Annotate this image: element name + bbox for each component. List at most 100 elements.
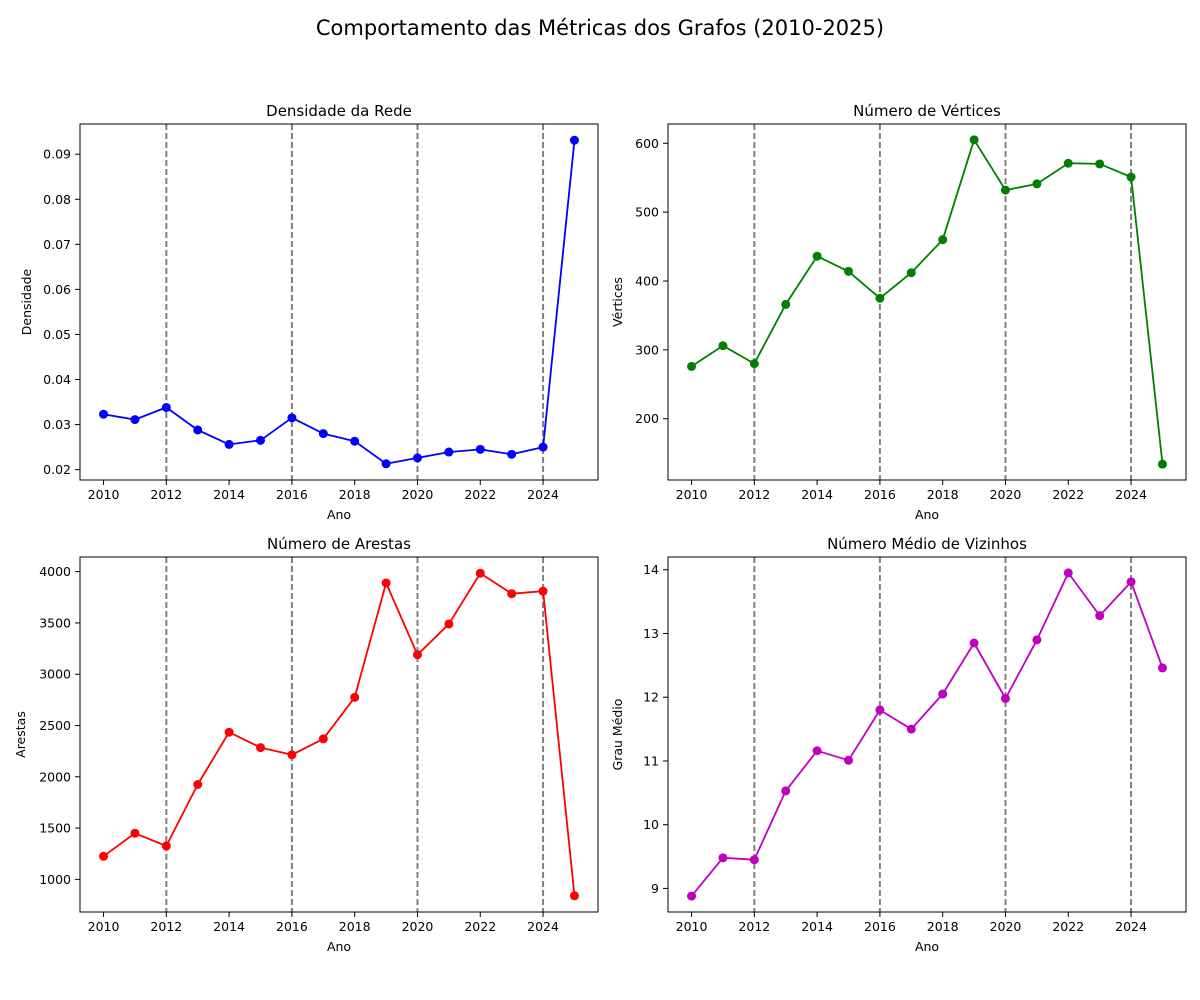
data-point (161, 841, 171, 851)
data-point (718, 341, 728, 351)
y-axis-label: Arestas (13, 711, 28, 758)
x-tick-label: 2012 (150, 919, 182, 934)
data-point (538, 586, 548, 596)
data-point (875, 293, 885, 303)
data-point (538, 442, 548, 452)
data-point (1000, 185, 1010, 195)
data-point (130, 828, 140, 838)
data-point (1095, 159, 1105, 169)
chart-panel-1: Densidade da Rede 2010 2012 2014 2016 2018 202… (19, 102, 599, 522)
data-point (381, 578, 391, 588)
series-line (690, 572, 1164, 897)
y-tick-label: 9 (651, 881, 659, 896)
data-point (412, 453, 422, 463)
y-tick-label: 3000 (39, 667, 71, 682)
data-point (475, 568, 485, 578)
x-tick-label: 2012 (738, 487, 770, 502)
series-line (102, 572, 576, 896)
x-tick-label: 2020 (990, 487, 1022, 502)
x-axis-label: Ano (915, 507, 939, 522)
data-point (1126, 577, 1136, 587)
x-tick-label: 2012 (150, 487, 182, 502)
y-tick-label: 2000 (39, 769, 71, 784)
x-tick-label: 2022 (1052, 919, 1084, 934)
y-tick-label: 0.09 (43, 147, 71, 162)
chart-panel-3: Número de Arestas 2010 2012 2014 2016 2018 202… (13, 535, 599, 954)
data-point (193, 425, 203, 435)
x-tick-label: 2016 (864, 487, 896, 502)
data-point (444, 619, 454, 629)
x-tick-label: 2016 (276, 919, 308, 934)
x-tick-label: 2024 (527, 487, 559, 502)
x-tick-label: 2016 (864, 919, 896, 934)
x-tick-label: 2010 (88, 487, 120, 502)
series-line (103, 140, 576, 465)
data-point (287, 413, 297, 423)
data-point (749, 855, 759, 865)
data-point (130, 415, 140, 425)
data-point (569, 891, 579, 901)
x-tick-label: 2014 (213, 487, 245, 502)
y-tick-label: 200 (635, 411, 659, 426)
x-tick-label: 2022 (464, 919, 496, 934)
data-point (781, 299, 791, 309)
data-point (1032, 635, 1042, 645)
data-point (969, 135, 979, 145)
x-tick-label: 2010 (676, 487, 708, 502)
data-point (938, 235, 948, 245)
y-axis-label: Vértices (610, 277, 625, 327)
data-point (99, 851, 109, 861)
data-point (1157, 663, 1167, 673)
y-axis-label: Densidade (19, 268, 34, 335)
x-tick-label: 2022 (1052, 487, 1084, 502)
y-tick-label: 500 (635, 205, 659, 220)
x-tick-label: 2024 (1115, 919, 1147, 934)
data-point (844, 755, 854, 765)
y-tick-label: 400 (635, 273, 659, 288)
y-tick-label: 2500 (39, 718, 71, 733)
y-axis-label: Grau Médio (610, 699, 625, 771)
y-tick-label: 600 (635, 136, 659, 151)
data-point (781, 786, 791, 796)
y-tick-label: 0.04 (43, 372, 71, 387)
panel-title: Número de Arestas (267, 535, 411, 553)
x-tick-label: 2024 (527, 919, 559, 934)
y-tick-label: 4000 (39, 564, 71, 579)
panel-title: Número Médio de Vizinhos (827, 535, 1027, 553)
x-tick-label: 2010 (88, 919, 120, 934)
data-point (906, 724, 916, 734)
y-tick-label: 0.06 (43, 282, 71, 297)
axes-frame (79, 123, 599, 481)
data-point (1063, 568, 1073, 578)
x-tick-label: 2014 (213, 919, 245, 934)
data-point (287, 750, 297, 760)
data-point (256, 743, 266, 753)
data-point (412, 650, 422, 660)
x-tick-label: 2012 (738, 919, 770, 934)
x-tick-label: 2010 (676, 919, 708, 934)
data-point (1095, 611, 1105, 621)
y-tick-label: 0.05 (43, 327, 71, 342)
figure-title: Comportamento das Métricas dos Grafos (2… (315, 16, 885, 40)
data-point (844, 266, 854, 276)
x-tick-label: 2020 (402, 487, 434, 502)
data-point (906, 268, 916, 278)
data-point (569, 135, 579, 145)
data-point (193, 780, 203, 790)
series-line (691, 138, 1164, 465)
data-point (475, 444, 485, 454)
x-tick-label: 2016 (276, 487, 308, 502)
y-tick-label: 1500 (39, 821, 71, 836)
data-point (1000, 693, 1010, 703)
data-point (224, 439, 234, 449)
axes-frame (79, 556, 599, 913)
x-tick-label: 2018 (339, 487, 371, 502)
y-tick-label: 10 (643, 817, 659, 832)
x-tick-label: 2018 (339, 919, 371, 934)
x-axis-label: Ano (327, 507, 351, 522)
y-tick-label: 0.08 (43, 192, 71, 207)
y-tick-label: 12 (643, 690, 659, 705)
data-point (224, 727, 234, 737)
